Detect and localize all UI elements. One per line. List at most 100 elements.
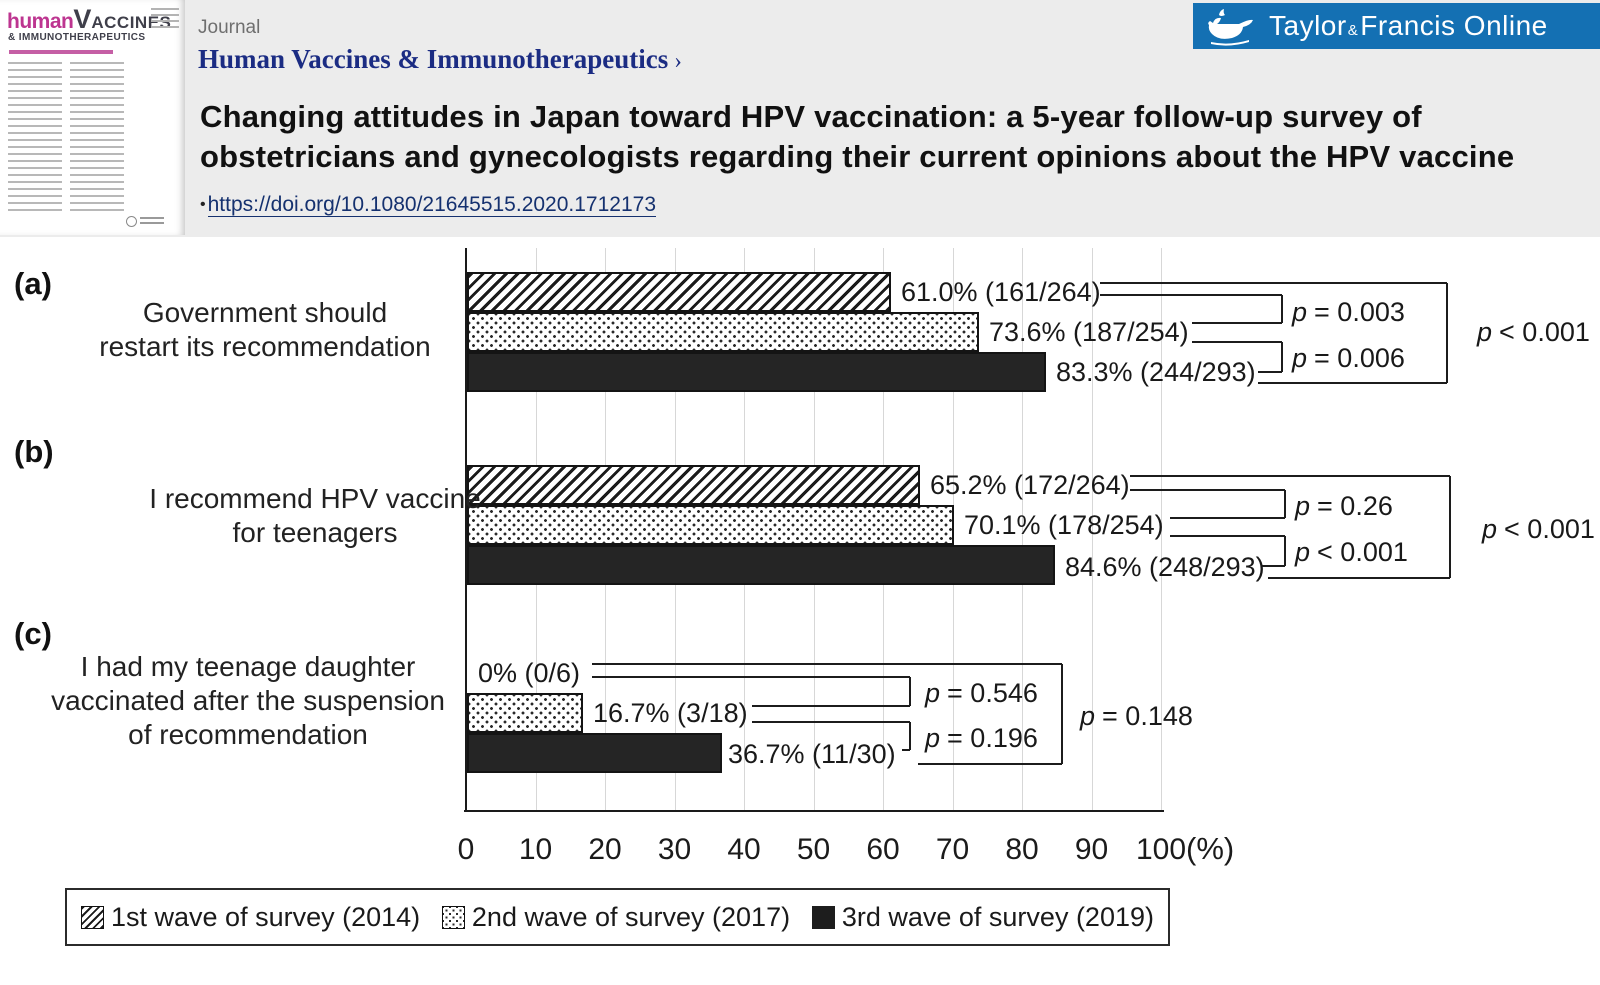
category-a-line1: Government should [142,297,388,328]
bar-label-b-wave2: 70.1% (178/254) [964,510,1164,540]
x-tick-label: 80 [1005,833,1039,866]
pvalue-c-1v2: p = 0.546 [925,678,1038,709]
hatched-swatch-icon [81,905,104,929]
pvalue-a-2v3: p = 0.006 [1292,343,1405,374]
doi-link[interactable]: https://doi.org/10.1080/21645515.2020.17… [207,193,657,217]
banner-text: Taylor&Francis Online [1269,10,1548,42]
p-value: = 0.26 [1317,491,1393,521]
bar-label-a-wave3: 83.3% (244/293) [1056,357,1256,387]
pvalue-c-overall: p = 0.148 [1080,701,1193,732]
bar-c-wave3 [467,733,723,773]
x-tick-label: 100 [1135,833,1187,866]
dotted-swatch-icon [441,905,465,929]
category-b-line1: I recommend HPV vaccine [149,483,481,514]
cover-brand-accines: ACCINES [91,13,172,32]
gridline [1161,248,1162,811]
category-label-a: Government should restart its recommenda… [75,296,455,364]
journal-cover-thumbnail[interactable]: humanVACCINES & IMMUNOTHERAPEUTICS [0,0,185,235]
pvalue-b-1v2: p = 0.26 [1295,491,1393,522]
bar-a-wave1 [467,272,891,312]
solid-swatch-icon [811,905,835,929]
p-value: = 0.148 [1102,701,1193,731]
banner-ampersand: & [1347,22,1359,39]
header: humanVACCINES & IMMUNOTHERAPEUTICS Journ… [0,0,1600,237]
publisher-logo-icon [126,216,137,227]
article-title-line1: Changing attitudes in Japan toward HPV v… [200,99,1422,134]
cover-editor-column [8,62,62,214]
bar-label-c-wave2: 16.7% (3/18) [593,698,748,728]
bar-label-c-wave3: 36.7% (11/30) [728,739,896,769]
chevron-right-icon: › [674,48,682,73]
taylor-francis-banner[interactable]: Taylor&Francis Online [1193,3,1600,49]
legend-label-wave1: 1st wave of survey (2014) [111,901,421,932]
pvalue-c-2v3: p = 0.196 [925,723,1038,754]
legend-item-wave2: 2nd wave of survey (2017) [441,901,791,933]
group-letter-a: (a) [14,266,52,301]
group-letter-c: (c) [14,616,52,651]
legend-item-wave3: 3rd wave of survey (2019) [811,901,1154,933]
x-tick-label: 0 [457,833,475,866]
p-value: < 0.001 [1504,514,1595,544]
category-c-line2: vaccinated after the suspension [51,685,445,716]
x-tick-label: 60 [866,833,900,866]
gridline [1091,248,1093,811]
p-value: < 0.001 [1317,537,1408,567]
banner-word-francis-online: Francis Online [1360,10,1548,41]
banner-word-taylor: Taylor [1269,10,1347,41]
p-value: = 0.006 [1314,343,1405,373]
cover-brand-v: V [73,4,92,34]
p-symbol: p [1080,701,1096,731]
bar-c-wave2 [467,693,584,733]
category-a-line2: restart its recommendation [99,331,431,362]
bar-label-b-wave1: 65.2% (172/264) [930,470,1130,500]
category-label-c: I had my teenage daughter vaccinated aft… [48,650,448,752]
x-tick-label: 30 [657,833,692,866]
x-tick-label: 50 [796,833,831,866]
group-letter-b: (b) [14,434,54,469]
legend-label-wave2: 2nd wave of survey (2017) [471,901,791,932]
cover-editor-column [70,62,124,214]
figure: (%) (a) (b) (c) Government should restar… [0,237,1600,985]
bar-a-wave3 [467,352,1046,392]
cover-publisher-stamp [126,216,166,228]
cover-issue-line [9,50,113,54]
p-symbol: p [925,678,941,708]
bar-a-wave2 [467,312,979,352]
legend: 1st wave of survey (2014) 2nd wave of su… [65,888,1170,946]
bar-label-a-wave2: 73.6% (187/254) [989,317,1189,347]
journal-link[interactable]: Human Vaccines & Immunotherapeutics › [198,44,682,75]
y-axis-line [465,248,467,812]
bar-b-wave3 [467,545,1055,585]
pvalue-b-overall: p < 0.001 [1482,514,1595,545]
category-c-line1: I had my teenage daughter [80,651,416,682]
pvalue-a-overall: p < 0.001 [1477,317,1590,348]
p-value: = 0.196 [947,723,1038,753]
bar-b-wave2 [467,505,955,545]
p-symbol: p [1292,297,1308,327]
p-value: = 0.003 [1314,297,1405,327]
x-tick-label: 10 [518,833,553,866]
x-axis-line [464,810,1164,812]
journal-label: Journal [198,17,261,38]
p-symbol: p [925,723,941,753]
legend-label-wave3: 3rd wave of survey (2019) [841,901,1154,932]
cover-editor-in-chief-text [151,8,179,32]
p-value: = 0.546 [947,678,1038,708]
article-title-line2: obstetricians and gynecologists regardin… [200,139,1515,174]
cover-brand-subtitle: & IMMUNOTHERAPEUTICS [8,32,146,43]
x-tick-label: 40 [727,833,761,866]
p-symbol: p [1477,317,1493,347]
publisher-logo-text [140,217,164,225]
x-tick-label: 90 [1074,833,1109,866]
bar-label-a-wave1: 61.0% (161/264) [901,277,1101,307]
x-axis-unit: (%) [1186,831,1235,866]
bar-label-b-wave3: 84.6% (248/293) [1065,552,1265,582]
x-tick-label: 20 [588,833,622,866]
bullet-icon: • [200,196,206,213]
category-b-line2: for teenagers [232,517,398,548]
cover-brand-human: human [7,10,74,33]
bar-label-c-wave1: 0% (0/6) [478,658,581,688]
category-c-line3: of recommendation [128,719,368,750]
